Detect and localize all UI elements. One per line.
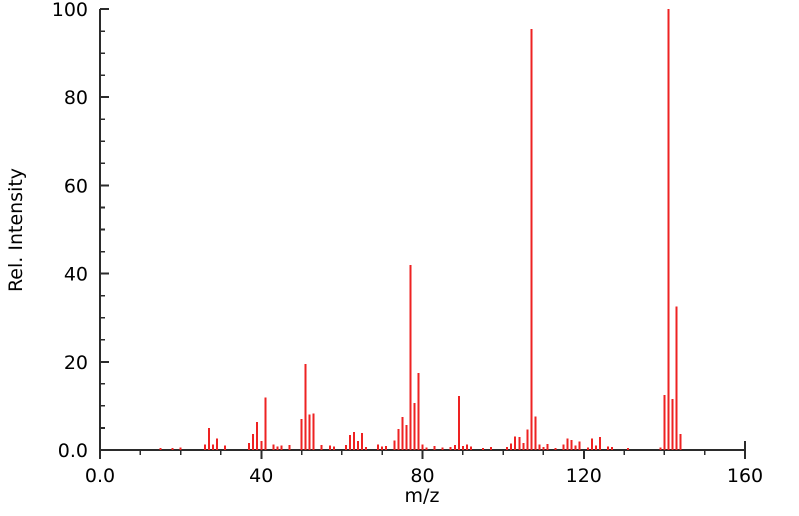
x-tick-label: 120 — [566, 465, 602, 487]
y-tick-label: 40 — [64, 264, 88, 286]
x-tick-label: 80 — [410, 465, 434, 487]
axis-frame — [99, 9, 746, 451]
x-axis-ticks — [99, 450, 746, 459]
y-tick-label: 60 — [64, 175, 88, 197]
y-axis-ticks — [100, 8, 109, 451]
x-tick-label: 160 — [727, 465, 763, 487]
x-axis-tick-labels: 0.0 40 80 120 160 — [85, 465, 763, 487]
y-tick-label: 0.0 — [58, 440, 88, 462]
x-tick-label: 40 — [249, 465, 273, 487]
x-axis-title: m/z — [405, 485, 440, 507]
spectrum-peaks — [159, 9, 682, 450]
y-tick-label: 20 — [64, 352, 88, 374]
y-tick-label: 100 — [52, 0, 88, 21]
y-axis-title: Rel. Intensity — [5, 168, 27, 292]
x-tick-label: 0.0 — [85, 465, 115, 487]
y-axis-tick-labels: 0.0 20 40 60 80 100 — [52, 0, 88, 462]
y-tick-label: 80 — [64, 87, 88, 109]
